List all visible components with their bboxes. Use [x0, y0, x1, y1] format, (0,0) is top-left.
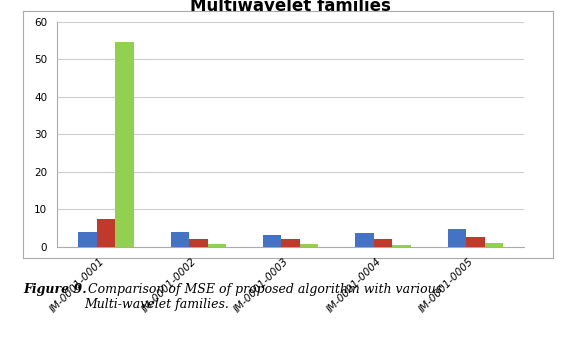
Bar: [392, 245, 411, 247]
Bar: [282, 239, 300, 247]
Legend: Bih525, Bih54n, Bighm2: Bih525, Bih54n, Bighm2: [567, 90, 570, 156]
Title: Comparison of MSE of various
Multiwavelet families: Comparison of MSE of various Multiwavele…: [150, 0, 431, 15]
Bar: [466, 237, 484, 247]
Bar: [189, 238, 207, 247]
Bar: [300, 244, 319, 247]
Bar: [263, 235, 282, 247]
Bar: [447, 229, 466, 247]
Bar: [115, 42, 134, 247]
Bar: [207, 244, 226, 247]
Bar: [97, 219, 115, 247]
Bar: [374, 239, 392, 247]
Bar: [355, 233, 374, 247]
Bar: [78, 232, 97, 247]
Text: Figure 9.: Figure 9.: [23, 283, 87, 296]
Bar: [170, 232, 189, 247]
Bar: [484, 244, 503, 247]
Text: Comparison of MSE of proposed algorithm with various
Multi-wavelet families.: Comparison of MSE of proposed algorithm …: [84, 283, 442, 311]
